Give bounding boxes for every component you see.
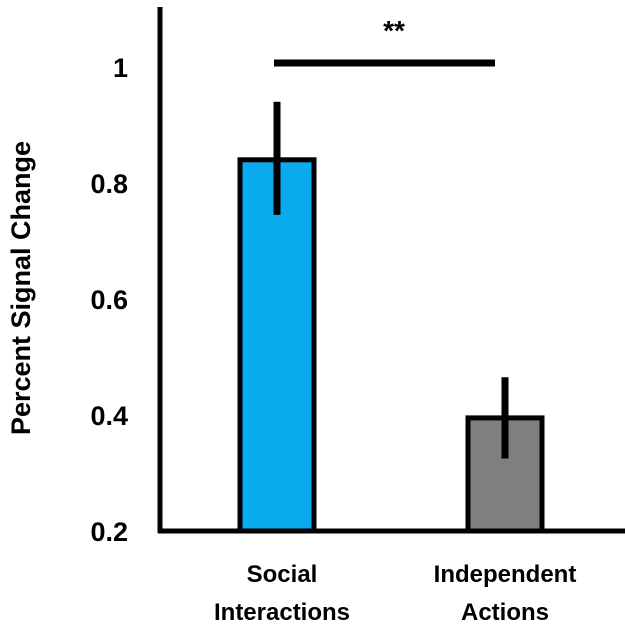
x-category-labels: Social Interactions Independent Actions: [214, 561, 576, 626]
x-category-label: Social: [247, 561, 318, 588]
bars: [237, 157, 545, 534]
axes: [157, 7, 625, 534]
error-bars: [273, 101, 509, 459]
y-tick-label: 0.2: [90, 517, 128, 547]
significance-bracket: **: [274, 15, 495, 67]
y-tick-labels: 0.2 0.4 0.6 0.8 1: [90, 53, 128, 547]
x-category-label: Actions: [461, 599, 549, 626]
y-tick-label: 0.4: [90, 401, 128, 431]
y-tick-label: 1: [113, 53, 128, 83]
x-category-label: Independent: [434, 561, 577, 588]
y-tick-label: 0.8: [90, 169, 128, 199]
y-tick-label: 0.6: [90, 285, 128, 315]
y-axis-title: Percent Signal Change: [6, 141, 36, 435]
bar-0: [237, 157, 317, 534]
y-axis-title-group: Percent Signal Change: [6, 141, 36, 435]
significance-label: **: [383, 15, 405, 46]
x-category-label: Interactions: [214, 599, 350, 626]
